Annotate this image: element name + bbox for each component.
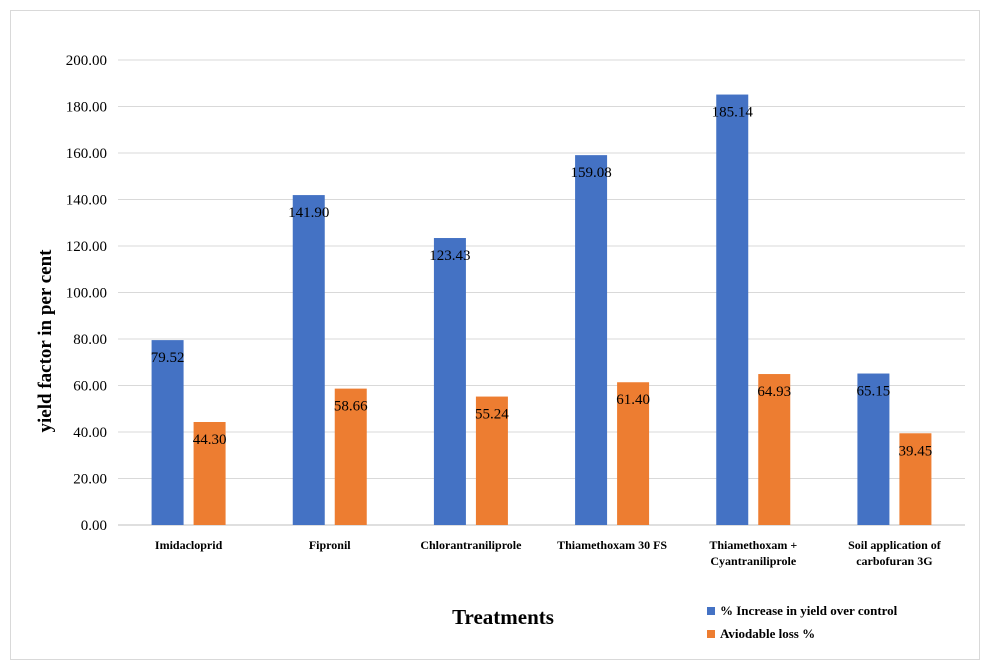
y-tick-label: 160.00: [66, 146, 107, 162]
y-axis-title: yield factor in per cent: [35, 249, 56, 433]
data-labels: 79.52 44.30 141.90 58.66 123.43 55.24 159.08 61…: [151, 105, 933, 460]
x-category-label: Thiamethoxam +: [709, 538, 797, 552]
data-label-series-2: 39.45: [899, 443, 933, 459]
data-label-series-1: 159.08: [570, 165, 611, 181]
x-category-label: carbofuran 3G: [856, 554, 932, 568]
x-category-label: Chlorantraniliprole: [420, 538, 522, 552]
bar-series-2: [617, 382, 650, 525]
data-label-series-2: 64.93: [757, 384, 791, 400]
bar-series-2: [334, 388, 367, 525]
bar-series-1: [575, 155, 608, 526]
x-category-label: Soil application of: [848, 538, 942, 552]
y-tick-label: 20.00: [73, 472, 107, 488]
data-label-series-1: 141.90: [288, 205, 329, 221]
bar-series-1: [716, 94, 749, 525]
legend-swatch-series-1: [707, 607, 715, 615]
bar-series-2: [758, 374, 791, 525]
bar-series-2: [899, 433, 932, 525]
x-category-label: Imidacloprid: [155, 538, 223, 552]
x-category-label: Cyantraniliprole: [710, 554, 796, 568]
legend-label-series-2: Aviodable loss %: [720, 626, 815, 641]
data-label-series-1: 185.14: [712, 105, 754, 121]
data-label-series-2: 44.30: [193, 432, 227, 448]
y-tick-label: 120.00: [66, 239, 107, 255]
x-category-label: Fipronil: [309, 538, 351, 552]
legend: % Increase in yield over control Aviodab…: [707, 603, 898, 641]
y-tick-label: 80.00: [73, 332, 107, 348]
legend-label-series-1: % Increase in yield over control: [720, 603, 898, 618]
x-axis-category-labels: Imidacloprid Fipronil Chlorantraniliprole T…: [155, 538, 942, 568]
x-category-label: Thiamethoxam 30 FS: [557, 538, 667, 552]
chart-frame: [10, 10, 980, 660]
data-label-series-1: 123.43: [429, 248, 470, 264]
data-label-series-1: 65.15: [857, 384, 891, 400]
bar-series-1: [857, 373, 890, 525]
gridlines: [118, 59, 965, 526]
bar-series-2: [475, 396, 508, 525]
y-tick-label: 40.00: [73, 425, 107, 441]
bar-series-1: [433, 238, 466, 525]
data-label-series-2: 58.66: [334, 399, 368, 415]
y-tick-label: 0.00: [81, 518, 107, 534]
bar-series-1: [151, 340, 184, 525]
y-tick-label: 100.00: [66, 286, 107, 302]
y-tick-label: 200.00: [66, 53, 107, 69]
bars: [151, 94, 932, 526]
y-axis-tick-labels: 0.00 20.00 40.00 60.00 80.00 100.00 120.00 140.…: [66, 53, 107, 534]
x-axis-title: Treatments: [452, 605, 554, 629]
y-tick-label: 180.00: [66, 100, 107, 116]
bar-series-1: [292, 195, 325, 525]
y-tick-label: 60.00: [73, 379, 107, 395]
y-tick-label: 140.00: [66, 193, 107, 209]
data-label-series-2: 55.24: [475, 407, 509, 423]
data-label-series-1: 79.52: [151, 350, 185, 366]
legend-swatch-series-2: [707, 630, 715, 638]
bar-series-2: [193, 422, 226, 525]
data-label-series-2: 61.40: [616, 392, 650, 408]
